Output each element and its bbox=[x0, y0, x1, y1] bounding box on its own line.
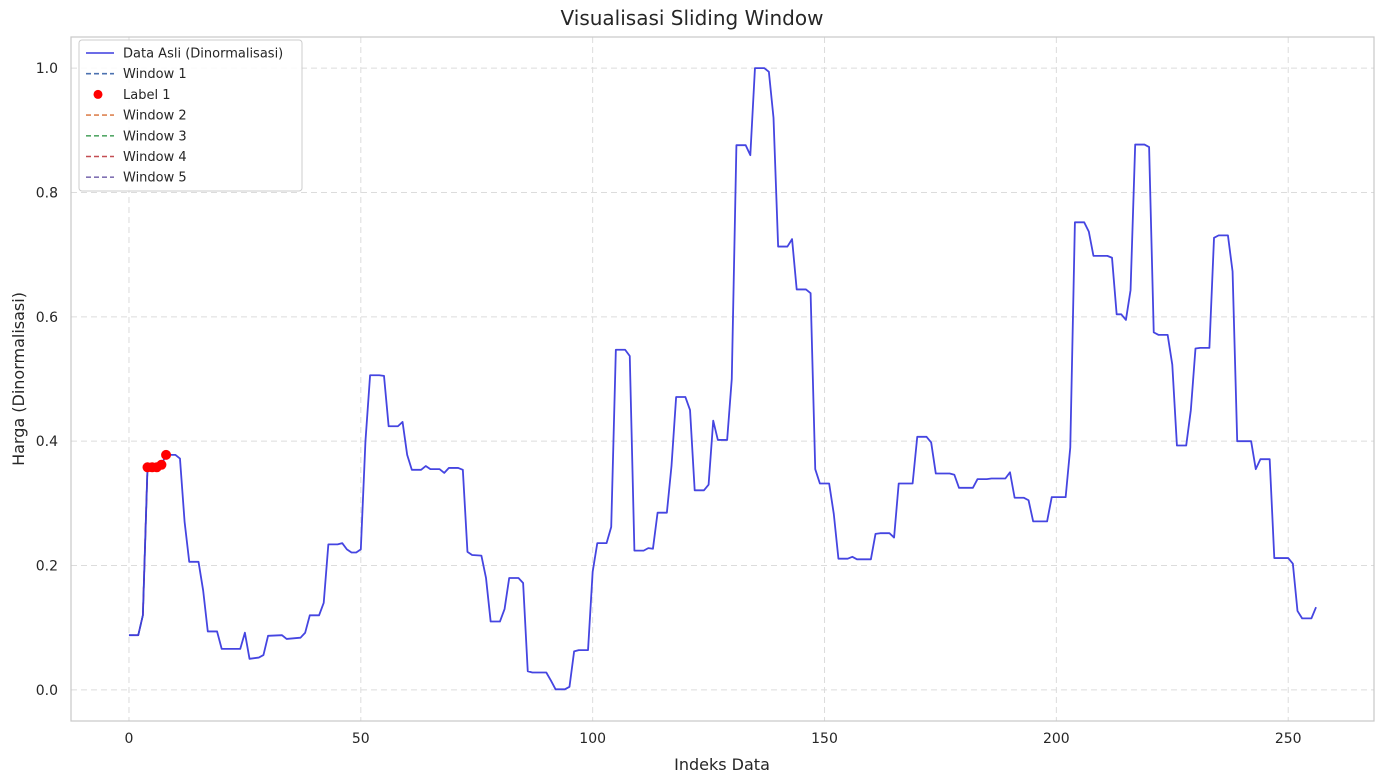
main-series-line bbox=[128, 67, 1317, 691]
tick-layer: 0 50 100 150 200 250 0.0 0.2 0.4 0.6 0.8 1.0 bbox=[36, 61, 1302, 747]
chart-title: Visualisasi Sliding Window bbox=[561, 6, 824, 30]
y-axis-label: Harga (Dinormalisasi) bbox=[9, 292, 28, 466]
label-marker-layer bbox=[142, 449, 172, 473]
x-tick-label: 50 bbox=[352, 731, 370, 747]
grid-layer bbox=[71, 37, 1374, 721]
y-tick-label: 0.4 bbox=[36, 434, 58, 450]
y-tick-label: 0.6 bbox=[36, 310, 58, 326]
label-point bbox=[161, 449, 172, 460]
x-tick-label: 0 bbox=[125, 731, 134, 747]
label-point bbox=[156, 459, 167, 470]
legend-label: Window 3 bbox=[123, 129, 187, 144]
legend-label: Label 1 bbox=[123, 88, 170, 103]
main-series-layer bbox=[128, 67, 1317, 691]
legend-label: Data Asli (Dinormalisasi) bbox=[123, 47, 283, 62]
legend-box bbox=[78, 39, 303, 192]
x-tick-label: 100 bbox=[579, 731, 606, 747]
y-tick-label: 1.0 bbox=[36, 61, 58, 77]
legend: Data Asli (Dinormalisasi) Window 1 Label 1… bbox=[78, 39, 303, 192]
y-tick-label: 0.8 bbox=[36, 185, 58, 201]
x-tick-label: 250 bbox=[1275, 731, 1302, 747]
x-tick-label: 150 bbox=[811, 731, 838, 747]
y-tick-label: 0.0 bbox=[36, 683, 58, 699]
legend-label: Window 2 bbox=[123, 109, 187, 124]
legend-label: Window 1 bbox=[123, 67, 187, 82]
legend-swatch-marker bbox=[93, 89, 103, 99]
x-tick-label: 200 bbox=[1043, 731, 1070, 747]
y-tick-label: 0.2 bbox=[36, 559, 58, 575]
x-axis-label: Indeks Data bbox=[674, 755, 770, 774]
legend-label: Window 4 bbox=[123, 150, 187, 165]
plot-frame bbox=[70, 36, 1375, 722]
legend-label: Window 5 bbox=[123, 171, 187, 186]
